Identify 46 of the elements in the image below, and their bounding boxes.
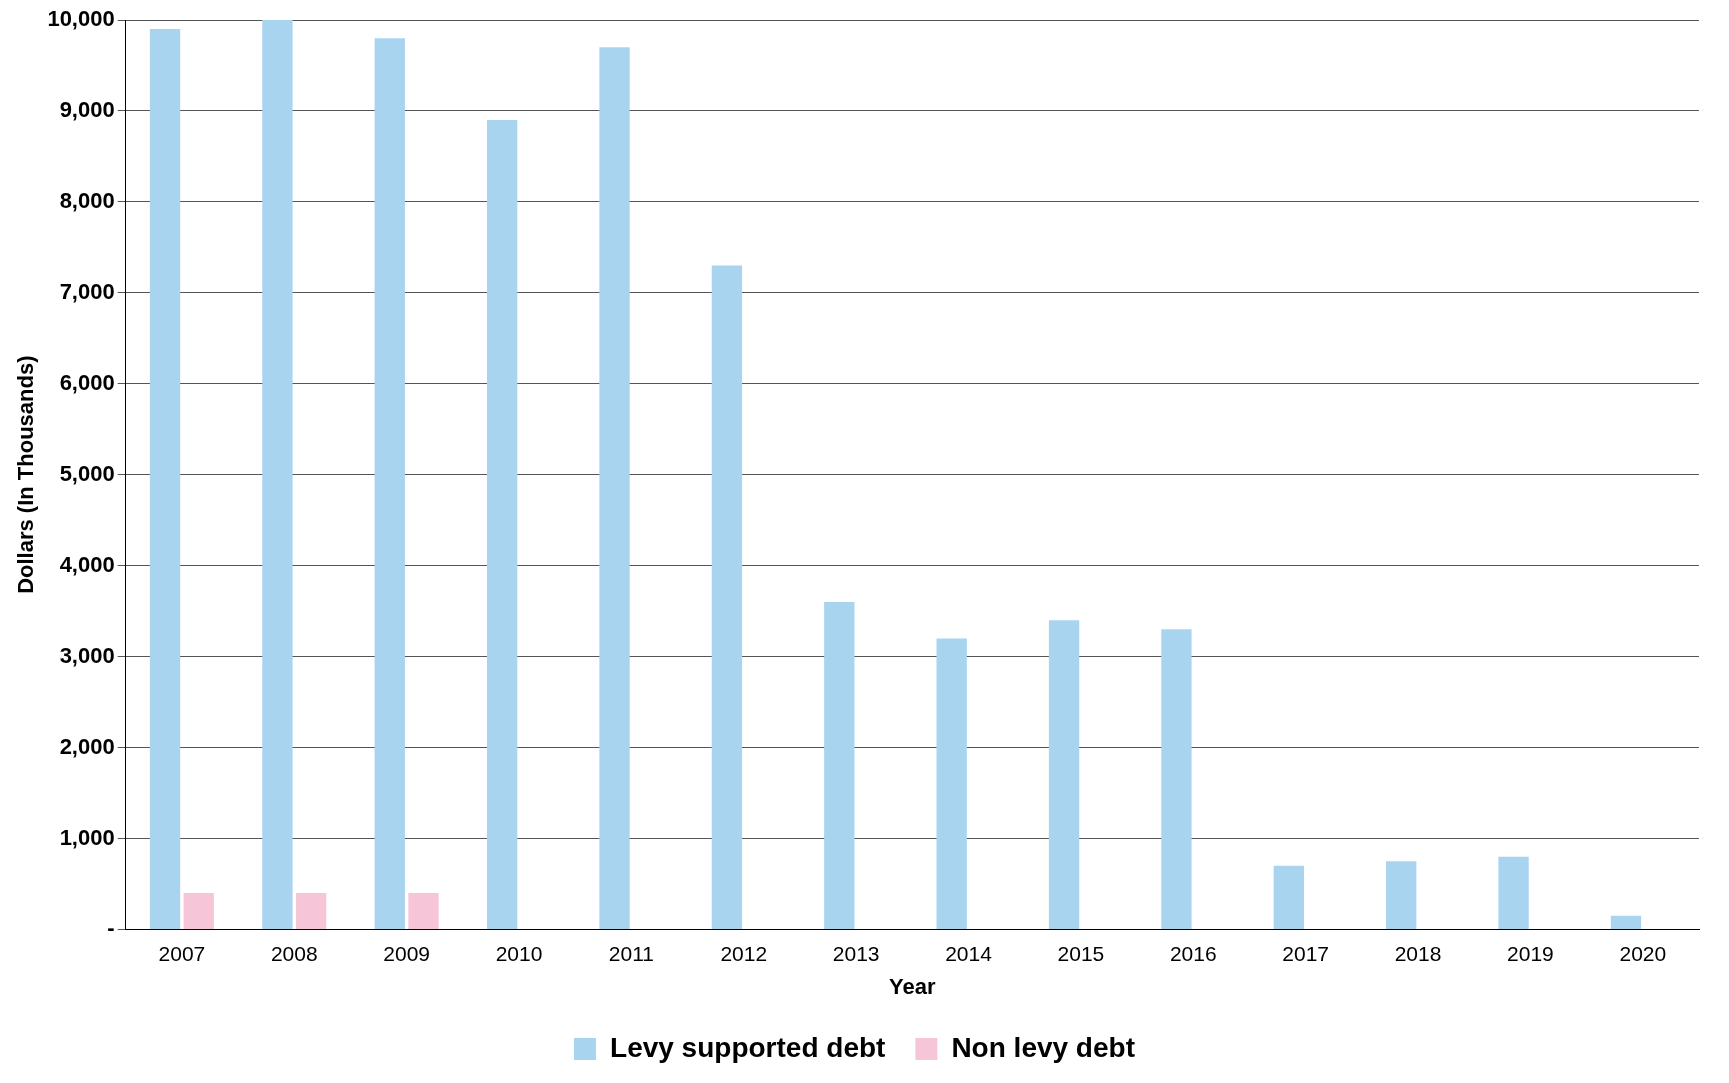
bar: [1161, 629, 1192, 929]
bar: [1273, 865, 1304, 929]
y-tick-label: 7,000: [59, 278, 115, 304]
x-tick-label: 2020: [1619, 941, 1667, 965]
x-tick-label: 2010: [495, 941, 543, 965]
y-tick-label: 3,000: [59, 642, 115, 668]
bar: [1386, 861, 1417, 929]
y-tick-label: 2,000: [59, 733, 115, 759]
bar: [374, 38, 405, 929]
legend-label: Non levy debt: [951, 1031, 1135, 1063]
y-tick-label: 4,000: [59, 551, 115, 577]
x-tick-label: 2012: [720, 941, 768, 965]
y-axis-title: Dollars (In Thousands): [13, 355, 39, 594]
x-tick-label: 2014: [945, 941, 993, 965]
y-tick-label: 10,000: [47, 6, 115, 32]
bar: [1498, 856, 1529, 929]
bar: [824, 602, 855, 929]
x-tick-label: 2016: [1169, 941, 1217, 965]
bar: [149, 29, 181, 929]
x-tick-label: 2013: [832, 941, 880, 965]
bar: [262, 20, 293, 929]
x-tick-label: 2007: [158, 941, 206, 965]
y-tick-label: 5,000: [59, 460, 115, 486]
x-tick-label: 2015: [1057, 941, 1105, 965]
y-tick-label: 8,000: [59, 187, 115, 213]
bar: [486, 120, 518, 929]
bar: [295, 893, 327, 929]
legend-label: Levy supported debt: [610, 1031, 886, 1063]
x-tick-label: 2019: [1507, 941, 1554, 965]
bar: [599, 47, 630, 929]
bar: [711, 265, 743, 929]
bar: [183, 893, 214, 929]
bar: [936, 638, 967, 929]
x-tick-label: 2011: [608, 941, 654, 965]
x-tick-label: 2017: [1282, 941, 1330, 965]
bar: [408, 893, 439, 929]
y-tick-label: 6,000: [59, 369, 115, 395]
y-tick-label: 9,000: [59, 97, 115, 122]
x-tick-label: 2009: [383, 941, 430, 965]
x-tick-label: 2018: [1394, 941, 1442, 965]
x-axis-title: Year: [889, 973, 937, 999]
x-tick-label: 2008: [270, 941, 318, 965]
bar: [1048, 620, 1080, 929]
y-tick-label: -: [107, 915, 115, 941]
y-tick-label: 1,000: [59, 824, 115, 850]
bar: [1610, 915, 1642, 929]
